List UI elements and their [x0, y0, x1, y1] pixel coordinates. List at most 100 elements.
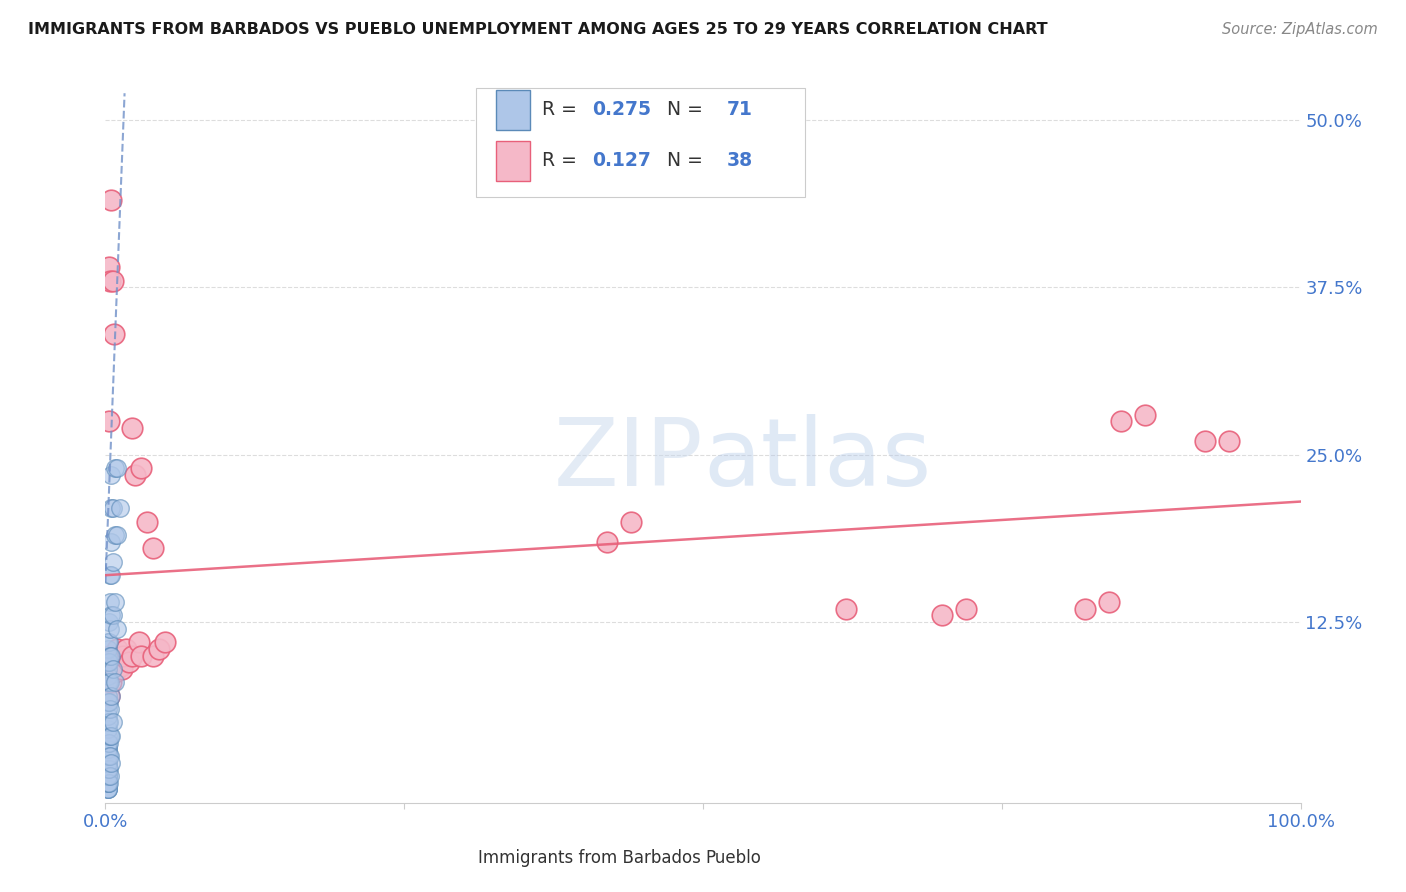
Point: [1098, 595, 1121, 609]
Point: [97, 635, 120, 649]
Point: [98, 662, 121, 676]
Point: [100, 568, 122, 582]
Point: [121, 421, 143, 435]
Point: [98, 775, 121, 789]
Point: [101, 274, 124, 288]
Point: [101, 501, 124, 516]
Point: [596, 534, 619, 549]
Point: [97, 735, 120, 749]
Point: [1133, 408, 1156, 422]
Point: [128, 635, 150, 649]
Text: N =: N =: [655, 100, 709, 120]
Point: [97, 782, 120, 797]
Point: [97, 762, 120, 776]
Point: [124, 467, 146, 482]
Point: [101, 608, 124, 623]
Point: [110, 659, 132, 673]
Point: [107, 648, 129, 663]
Point: [148, 641, 170, 656]
Point: [100, 534, 122, 549]
Point: [620, 515, 643, 529]
Bar: [446, 845, 472, 872]
Bar: [496, 89, 530, 129]
Point: [98, 695, 121, 709]
Text: ZIP: ZIP: [554, 414, 703, 506]
Point: [98, 274, 121, 288]
Point: [107, 528, 129, 542]
Point: [97, 775, 120, 789]
Text: Source: ZipAtlas.com: Source: ZipAtlas.com: [1222, 22, 1378, 37]
Point: [101, 715, 124, 730]
Point: [104, 675, 127, 690]
Point: [97, 769, 120, 783]
Point: [100, 608, 122, 623]
Point: [97, 715, 120, 730]
Point: [98, 568, 121, 582]
Point: [100, 729, 122, 743]
Point: [98, 748, 121, 763]
Point: [107, 641, 129, 656]
Point: [100, 467, 122, 482]
Point: [98, 414, 121, 428]
Point: [100, 194, 122, 208]
Point: [100, 501, 122, 516]
Point: [835, 601, 858, 615]
Point: [97, 655, 120, 669]
Point: [97, 762, 120, 776]
Point: [98, 635, 121, 649]
Point: [104, 528, 127, 542]
Bar: [673, 845, 699, 872]
Point: [142, 541, 165, 556]
Text: 0.127: 0.127: [592, 152, 651, 170]
Point: [111, 662, 134, 676]
Point: [108, 655, 131, 669]
Text: atlas: atlas: [703, 414, 931, 506]
Point: [97, 756, 120, 770]
Point: [100, 675, 122, 690]
Point: [118, 655, 141, 669]
Point: [104, 461, 127, 475]
Point: [1194, 434, 1216, 449]
Point: [98, 689, 121, 703]
Point: [98, 702, 121, 716]
Point: [100, 648, 122, 663]
Point: [931, 608, 953, 623]
Text: 71: 71: [727, 100, 752, 120]
Point: [121, 648, 143, 663]
Point: [104, 665, 127, 679]
Point: [98, 595, 121, 609]
Point: [101, 651, 124, 665]
Point: [1111, 414, 1133, 428]
Point: [107, 622, 129, 636]
Point: [100, 655, 122, 669]
Point: [97, 648, 120, 663]
Point: [97, 775, 120, 789]
FancyBboxPatch shape: [475, 87, 804, 197]
Text: Pueblo: Pueblo: [706, 848, 761, 866]
Point: [97, 702, 120, 716]
Point: [153, 635, 177, 649]
Point: [114, 641, 136, 656]
Point: [104, 651, 127, 665]
Point: [97, 695, 120, 709]
Point: [100, 756, 122, 770]
Point: [101, 555, 124, 569]
Point: [97, 689, 120, 703]
Point: [142, 648, 165, 663]
Point: [98, 729, 121, 743]
Bar: [496, 141, 530, 181]
Point: [98, 715, 121, 730]
Point: [105, 662, 128, 676]
Point: [129, 648, 153, 663]
Point: [98, 675, 121, 690]
Point: [97, 722, 120, 736]
Point: [97, 769, 120, 783]
Point: [98, 615, 121, 629]
Point: [1074, 601, 1097, 615]
Point: [955, 601, 977, 615]
Text: IMMIGRANTS FROM BARBADOS VS PUEBLO UNEMPLOYMENT AMONG AGES 25 TO 29 YEARS CORREL: IMMIGRANTS FROM BARBADOS VS PUEBLO UNEMP…: [28, 22, 1047, 37]
Point: [98, 655, 121, 669]
Text: 38: 38: [727, 152, 754, 170]
Point: [98, 668, 121, 682]
Point: [107, 461, 129, 475]
